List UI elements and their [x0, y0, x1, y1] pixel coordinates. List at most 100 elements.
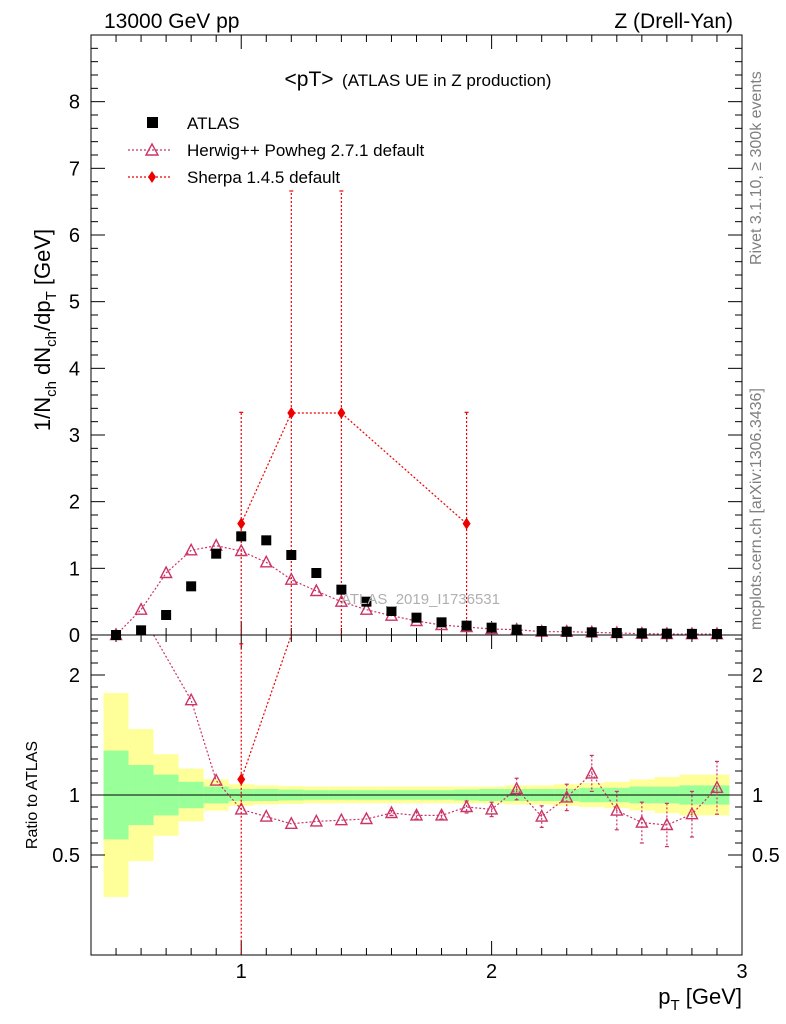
- x-axis-label-part: p: [658, 984, 670, 1009]
- main-y-tick-label: 4: [69, 358, 80, 380]
- legend-herwig-label: Herwig++ Powheg 2.7.1 default: [187, 141, 424, 160]
- x-tick-label: 1: [236, 961, 247, 983]
- herwig-ratio-point: [334, 812, 349, 826]
- atlas-point: [236, 531, 247, 542]
- atlas-point: [686, 628, 697, 639]
- herwig-ratio-point: [184, 692, 198, 706]
- rivet-label: Rivet 3.1.10, ≥ 300k events: [748, 71, 765, 265]
- atlas-point: [186, 581, 197, 592]
- herwig-point: [334, 594, 349, 607]
- main-y-axis-label: 1/Nch dNch/dpT [GeV]: [30, 229, 60, 431]
- sherpa-ratio-point: [237, 773, 246, 786]
- herwig-ratio-point: [459, 799, 474, 813]
- atlas-point: [436, 617, 447, 628]
- main-y-axis-label-part: [GeV]: [30, 229, 55, 291]
- herwig-ratio-point: [560, 789, 574, 803]
- main-y-axis-label-part: ch: [43, 331, 60, 347]
- atlas-point: [261, 535, 272, 546]
- herwig-ratio-point: [384, 805, 399, 819]
- atlas-point: [511, 624, 522, 635]
- herwig-ratio-point: [509, 781, 524, 795]
- atlas-point: [486, 622, 497, 633]
- main-y-tick-label: 1: [69, 558, 80, 580]
- herwig-point: [284, 572, 298, 585]
- legend-atlas-label: ATLAS: [187, 114, 240, 133]
- herwig-ratio-point: [434, 807, 449, 821]
- atlas-point: [336, 584, 347, 595]
- herwig-ratio-point: [710, 780, 724, 793]
- ratio-y-tick-label: 2: [69, 665, 80, 687]
- atlas-point: [286, 550, 297, 560]
- ratio-y-tick-label-right: 2: [752, 665, 763, 687]
- main-y-tick-label: 5: [69, 292, 80, 314]
- legend-sherpa-label: Sherpa 1.4.5 default: [187, 168, 340, 187]
- main-title-sub: (ATLAS UE in Z production): [342, 71, 551, 90]
- atlas-point: [636, 628, 647, 639]
- atlas-point: [161, 610, 172, 620]
- header-right-label: Z (Drell-Yan): [614, 10, 733, 33]
- x-tick-label: 2: [486, 961, 497, 983]
- main-y-axis-label-part: dN: [30, 347, 55, 381]
- ratio-y-axis-label: Ratio to ATLAS: [24, 741, 41, 849]
- herwig-ratio-point: [610, 803, 624, 816]
- main-y-tick-label: 8: [69, 92, 80, 114]
- atlas-point: [211, 548, 222, 559]
- herwig-point: [184, 542, 198, 556]
- atlas-point: [136, 625, 147, 636]
- main-y-tick-label: 3: [69, 425, 80, 447]
- legend-sherpa-marker: [148, 171, 156, 183]
- x-axis-label: pT [GeV]: [658, 984, 742, 1014]
- herwig-ratio-point: [359, 811, 374, 825]
- ratio-plot: 0.5 0.5 1 1 2 2 1 2 3 Ratio to ATLAS pT [GeV]: [24, 634, 780, 1014]
- herwig-point: [134, 602, 148, 615]
- ratio-plot-frame: [90, 634, 743, 956]
- main-y-tick-label: 6: [69, 225, 80, 247]
- ratio-y-tick-label: 0.5: [52, 845, 80, 867]
- sherpa-point: [287, 407, 296, 419]
- main-y-axis-label-part: /dp: [30, 300, 55, 331]
- herwig-point: [359, 602, 374, 615]
- ratio-y-tick-label-right: 1: [752, 785, 763, 807]
- atlas-point: [536, 626, 547, 636]
- legend: ATLAS Herwig++ Powheg 2.7.1 default Sher…: [128, 114, 424, 187]
- ratio-y-tick-label: 1: [69, 785, 80, 807]
- main-y-tick-label: 7: [69, 158, 80, 180]
- herwig-ratio-point: [209, 773, 223, 786]
- herwig-ratio-point: [409, 807, 424, 821]
- main-y-tick-label: 2: [69, 492, 80, 514]
- atlas-point: [586, 627, 597, 638]
- header-left-label: 13000 GeV pp: [104, 10, 239, 33]
- atlas-point: [311, 568, 322, 578]
- herwig-ratio-point: [309, 813, 324, 827]
- herwig-ratio-point: [685, 806, 699, 820]
- main-title: <pT> (ATLAS UE in Z production): [285, 68, 552, 91]
- ratio-tick-labels: 0.5 0.5 1 1 2 2 1 2 3: [52, 665, 780, 983]
- herwig-ratio-point: [635, 815, 649, 828]
- main-y-axis-label-part: T: [43, 291, 60, 300]
- legend-herwig-marker: [144, 142, 160, 156]
- herwig-point: [209, 538, 223, 551]
- herwig-point: [159, 565, 173, 579]
- atlas-point: [461, 620, 472, 631]
- herwig-point: [309, 583, 324, 597]
- main-series-layer: [109, 190, 724, 641]
- ratio-y-tick-label-right: 0.5: [752, 845, 780, 867]
- ratio-uncertainty-bands: [103, 693, 730, 897]
- atlas-point: [611, 628, 622, 638]
- atlas-point: [711, 629, 722, 639]
- herwig-ratio-point: [484, 801, 499, 815]
- herwig-ratio-point: [535, 809, 549, 822]
- herwig-ratio-point: [660, 817, 674, 831]
- herwig-point: [259, 554, 273, 568]
- legend-atlas-marker: [147, 117, 158, 128]
- watermark: ATLAS_2019_I1736531: [341, 591, 500, 608]
- herwig-point: [234, 543, 248, 557]
- atlas-point: [661, 628, 672, 639]
- herwig-ratio-point: [259, 809, 273, 822]
- herwig-ratio-line: [153, 634, 718, 826]
- herwig-ratio-point: [234, 801, 248, 815]
- sherpa-line: [240, 412, 467, 525]
- atlas-point: [411, 612, 422, 623]
